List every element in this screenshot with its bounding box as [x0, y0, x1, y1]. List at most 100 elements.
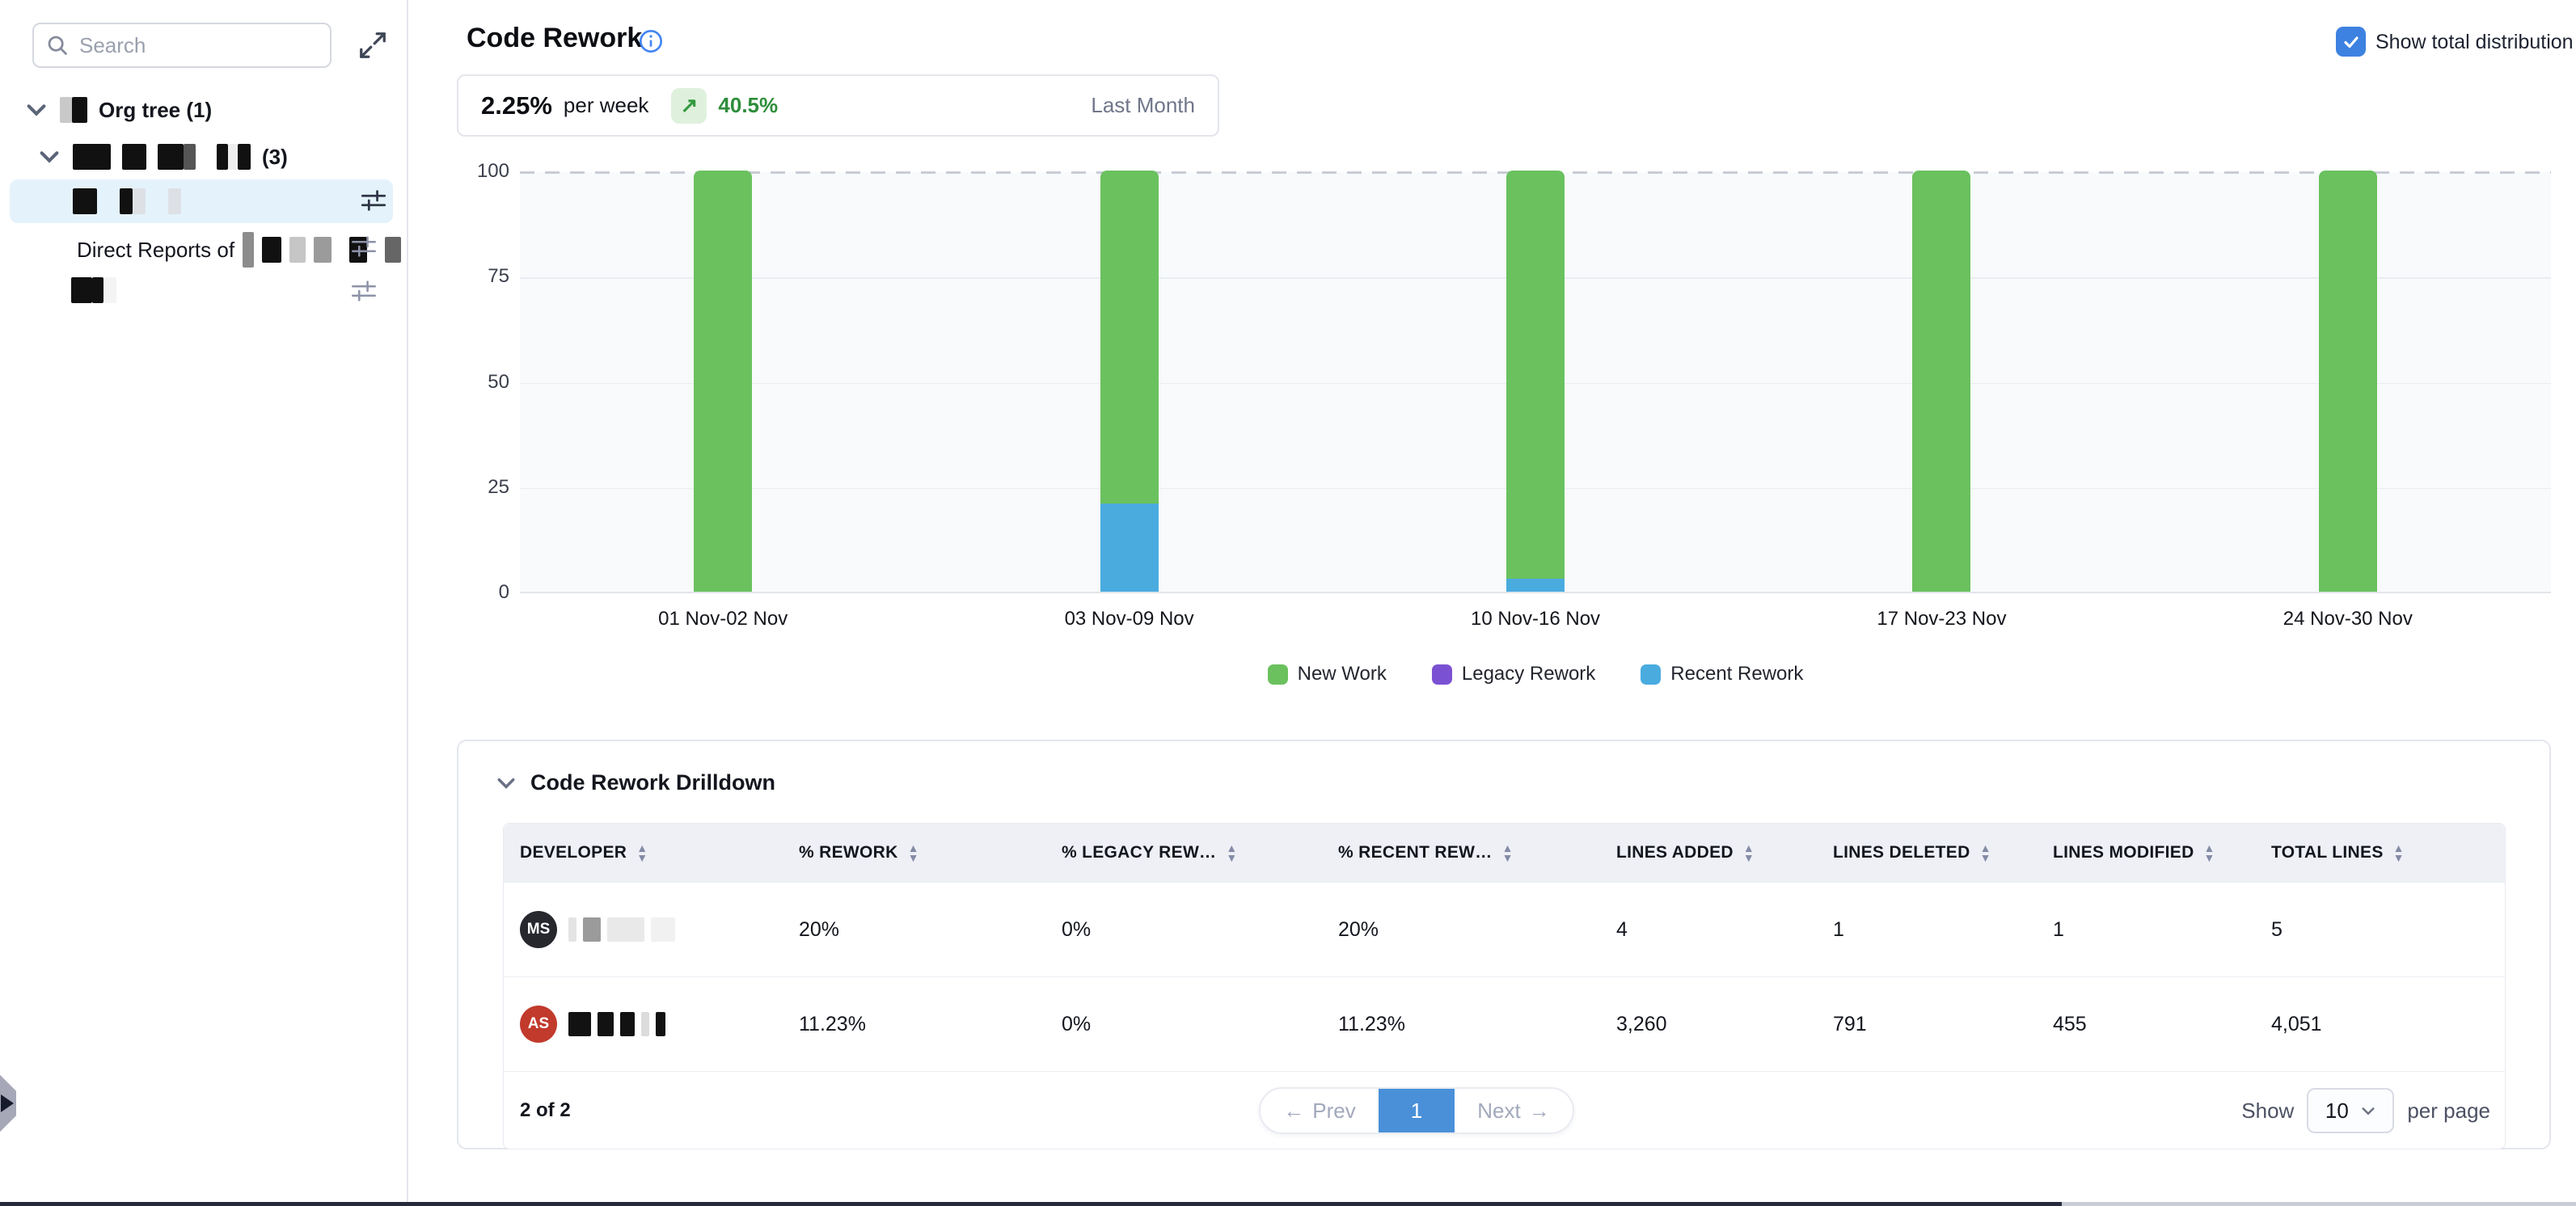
sort-icon[interactable]: ▲ ▼ — [2392, 841, 2405, 864]
percent-recent-rework-cell: 20% — [1338, 917, 1379, 941]
legend-item-legacy-rework[interactable]: Legacy Rework — [1431, 663, 1595, 685]
pagination: ← Prev 1 Next → — [1259, 1087, 1574, 1134]
bar-03 Nov-09 Nov[interactable] — [1100, 171, 1159, 592]
table-row[interactable]: AS 11.23% 0% 11.23% 3,260 791 455 4,051 — [504, 976, 2505, 1071]
show-label: Show — [2241, 1098, 2295, 1123]
lines-added-cell: 4 — [1616, 917, 1628, 941]
sidebar-item-redacted[interactable] — [71, 277, 116, 303]
sidebar-item-group[interactable]: (3) — [37, 144, 288, 170]
sidebar-collapse-handle[interactable] — [0, 1073, 16, 1134]
percent-legacy-rework-cell: 0% — [1062, 917, 1092, 941]
percent-recent-rework-cell: 11.23% — [1338, 1012, 1405, 1035]
legend-item-new-work[interactable]: New Work — [1267, 663, 1387, 685]
expand-sidebar-icon[interactable] — [358, 31, 387, 60]
lines-modified-cell: 1 — [2053, 917, 2064, 941]
bar-10 Nov-16 Nov[interactable] — [1506, 171, 1565, 592]
prev-page-button[interactable]: ← Prev — [1283, 1098, 1356, 1123]
column-header-developer[interactable]: DEVELOPER ▲ ▼ — [504, 841, 783, 864]
lines-deleted-cell: 1 — [1833, 917, 1844, 941]
info-icon[interactable] — [638, 28, 664, 54]
column-header-legacy-rew[interactable]: % LEGACY REW… ▲ ▼ — [1045, 841, 1322, 864]
redacted-name — [568, 917, 675, 942]
x-tick-label: 03 Nov-09 Nov — [1064, 608, 1194, 630]
legend-label: New Work — [1297, 663, 1387, 685]
developer-cell: MS — [504, 911, 783, 948]
search-input[interactable] — [79, 32, 319, 58]
table-footer: 2 of 2 ← Prev 1 Next → Show 10 per page — [504, 1071, 2505, 1149]
arrow-left-icon: ← — [1283, 1098, 1305, 1123]
table-row[interactable]: MS 20% 0% 20% 4 1 1 5 — [504, 882, 2505, 976]
lines-modified-cell: 455 — [2053, 1012, 2087, 1035]
org-tree-label: Org tree (1) — [99, 97, 213, 122]
column-header-lines-added[interactable]: LINES ADDED ▲ ▼ — [1600, 841, 1817, 864]
sidebar-item-direct-reports[interactable]: Direct Reports of — [77, 232, 402, 268]
sort-icon[interactable]: ▲ ▼ — [636, 841, 648, 864]
y-tick-50: 50 — [488, 370, 509, 393]
x-tick-label: 24 Nov-30 Nov — [2283, 608, 2413, 630]
avatar: AS — [520, 1006, 557, 1043]
bar-segment-new-work[interactable] — [1100, 171, 1159, 504]
show-total-distribution-checkbox[interactable] — [2336, 27, 2366, 57]
y-tick-100: 100 — [476, 160, 509, 182]
filter-icon[interactable] — [351, 279, 377, 303]
per-page-label: per page — [2407, 1098, 2490, 1123]
bar-17 Nov-23 Nov[interactable] — [1912, 171, 1971, 592]
bar-segment-recent-rework[interactable] — [1506, 579, 1565, 592]
avatar: MS — [520, 911, 557, 948]
sort-icon[interactable]: ▲ ▼ — [1501, 841, 1514, 864]
percent-legacy-rework-cell: 0% — [1062, 1012, 1092, 1035]
y-tick-0: 0 — [498, 581, 509, 603]
column-header-lines-modified[interactable]: LINES MODIFIED ▲ ▼ — [2037, 841, 2255, 864]
legend-item-recent-rework[interactable]: Recent Rework — [1641, 663, 1803, 685]
developer-cell: AS — [504, 1006, 783, 1043]
lines-added-cell: 3,260 — [1616, 1012, 1667, 1035]
column-label: LINES MODIFIED — [2053, 843, 2194, 862]
page-1-button[interactable]: 1 — [1379, 1089, 1455, 1132]
column-label: % LEGACY REW… — [1062, 843, 1217, 862]
bar-24 Nov-30 Nov[interactable] — [2318, 171, 2377, 592]
sidebar: Org tree (1) (3) Direct Reports of — [0, 0, 408, 1206]
chart-y-axis: 0 25 50 75 100 — [429, 160, 509, 603]
filter-icon[interactable] — [361, 188, 386, 213]
x-tick-label: 17 Nov-23 Nov — [1877, 608, 2007, 630]
row-count: 2 of 2 — [520, 1099, 571, 1121]
filter-icon[interactable] — [351, 234, 377, 259]
column-label: TOTAL LINES — [2271, 843, 2384, 862]
sidebar-item-selected[interactable] — [10, 179, 393, 223]
sort-icon[interactable]: ▲ ▼ — [1979, 841, 1991, 864]
bar-segment-new-work[interactable] — [1506, 171, 1565, 580]
search-box[interactable] — [32, 23, 332, 68]
column-header-lines-deleted[interactable]: LINES DELETED ▲ ▼ — [1817, 841, 2037, 864]
column-header-recent-rew[interactable]: % RECENT REW… ▲ ▼ — [1322, 841, 1600, 864]
percent-rework-cell: 11.23% — [799, 1012, 866, 1035]
summary-value: 2.25% — [481, 91, 552, 120]
legend-swatch — [1267, 664, 1288, 685]
collapse-chevron-icon[interactable] — [495, 772, 517, 795]
sidebar-item-org-tree[interactable]: Org tree (1) — [24, 97, 212, 123]
y-tick-75: 75 — [488, 265, 509, 288]
sort-icon[interactable]: ▲ ▼ — [907, 841, 919, 864]
sort-icon[interactable]: ▲ ▼ — [1742, 841, 1755, 864]
bar-segment-recent-rework[interactable] — [1100, 503, 1159, 592]
page-size-select[interactable]: 10 — [2307, 1088, 2395, 1133]
y-tick-25: 25 — [488, 475, 509, 498]
chevron-down-icon[interactable] — [37, 145, 61, 169]
rework-chart-plot — [520, 171, 2551, 593]
bar-segment-new-work[interactable] — [1912, 171, 1971, 592]
column-header-total-lines[interactable]: TOTAL LINES ▲ ▼ — [2255, 841, 2505, 864]
column-header-rework[interactable]: % REWORK ▲ ▼ — [783, 841, 1045, 864]
legend-label: Recent Rework — [1670, 663, 1804, 685]
page-title: Code Rework — [467, 23, 643, 53]
summary-period: Last Month — [1091, 93, 1195, 117]
sort-icon[interactable]: ▲ ▼ — [2203, 841, 2215, 864]
show-total-distribution-label: Show total distribution — [2375, 31, 2574, 53]
next-page-button[interactable]: Next → — [1477, 1098, 1550, 1123]
search-icon — [45, 33, 70, 57]
bar-01 Nov-02 Nov[interactable] — [694, 171, 753, 592]
sort-icon[interactable]: ▲ ▼ — [1226, 841, 1238, 864]
column-label: LINES DELETED — [1833, 843, 1970, 862]
chevron-down-icon[interactable] — [24, 98, 49, 122]
bar-segment-new-work[interactable] — [2318, 171, 2377, 592]
bar-segment-new-work[interactable] — [694, 171, 753, 592]
legend-swatch — [1431, 664, 1452, 685]
